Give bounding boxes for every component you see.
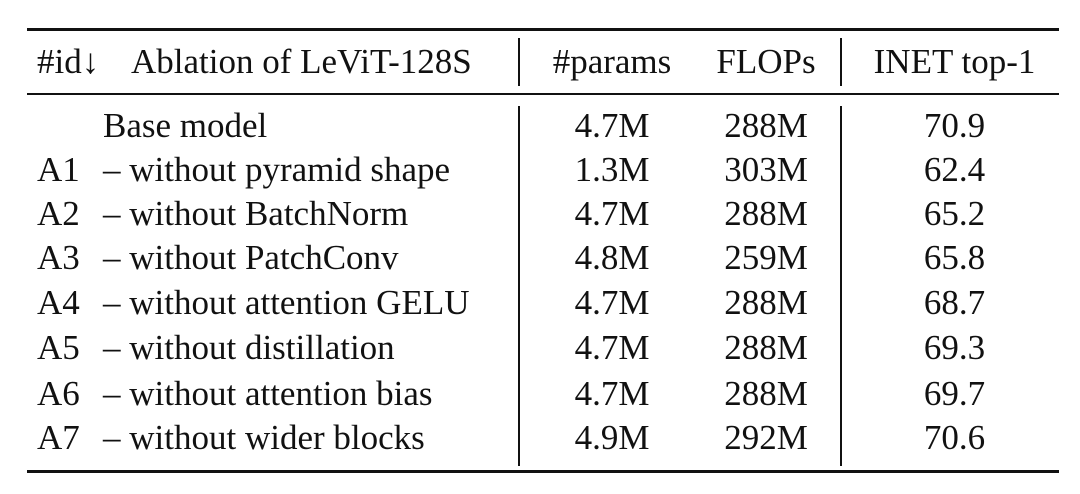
cell-params: 4.7M: [574, 328, 650, 367]
cell-id: A1: [37, 150, 80, 189]
cell-top1: 70.6: [923, 418, 986, 457]
body-divider-1: [518, 106, 520, 466]
cell-flops: 288M: [724, 374, 808, 413]
cell-ablation: Base model: [103, 106, 268, 145]
header-divider-1: [518, 38, 520, 86]
header-top1: INET top-1: [873, 42, 1036, 81]
cell-id: A6: [37, 374, 80, 413]
cell-params: 4.8M: [574, 238, 650, 277]
cell-ablation: – without pyramid shape: [103, 150, 451, 189]
cell-top1: 65.8: [923, 238, 986, 277]
cell-params: 1.3M: [574, 150, 650, 189]
cell-flops: 259M: [724, 238, 808, 277]
cell-flops: 288M: [724, 328, 808, 367]
header-ablation: Ablation of LeViT-128S: [131, 42, 472, 81]
header-id: #id↓: [37, 42, 100, 81]
cell-ablation: – without distillation: [103, 328, 395, 367]
cell-top1: 69.3: [923, 328, 986, 367]
cell-top1: 62.4: [923, 150, 986, 189]
cell-params: 4.7M: [574, 283, 650, 322]
cell-ablation: – without attention GELU: [103, 283, 470, 322]
header-divider-2: [840, 38, 842, 86]
table-header-rule: [27, 93, 1059, 95]
cell-top1: 68.7: [923, 283, 986, 322]
cell-flops: 292M: [724, 418, 808, 457]
table-bottom-rule: [27, 470, 1059, 473]
cell-ablation: – without wider blocks: [103, 418, 425, 457]
table-header-row: #id↓ Ablation of LeViT-128S #params FLOP…: [27, 40, 1059, 84]
cell-top1: 69.7: [923, 374, 986, 413]
table-row: Base model 4.7M 288M 70.9: [27, 104, 1059, 148]
table-row: A7 – without wider blocks 4.9M 292M 70.6: [27, 416, 1059, 460]
cell-flops: 303M: [724, 150, 808, 189]
cell-params: 4.7M: [574, 106, 650, 145]
table-row: A2 – without BatchNorm 4.7M 288M 65.2: [27, 192, 1059, 236]
cell-top1: 65.2: [923, 194, 986, 233]
table-row: A3 – without PatchConv 4.8M 259M 65.8: [27, 236, 1059, 280]
header-flops: FLOPs: [716, 42, 816, 81]
table-row: A6 – without attention bias 4.7M 288M 69…: [27, 372, 1059, 416]
cell-params: 4.7M: [574, 194, 650, 233]
table-row: A4 – without attention GELU 4.7M 288M 68…: [27, 281, 1059, 325]
table-row: A5 – without distillation 4.7M 288M 69.3: [27, 326, 1059, 370]
cell-flops: 288M: [724, 106, 808, 145]
cell-top1: 70.9: [923, 106, 986, 145]
table-top-rule: [27, 28, 1059, 31]
cell-params: 4.9M: [574, 418, 650, 457]
cell-id: A3: [37, 238, 80, 277]
body-divider-2: [840, 106, 842, 466]
cell-id: A7: [37, 418, 80, 457]
header-params: #params: [552, 42, 672, 81]
cell-id: A5: [37, 328, 80, 367]
table-row: A1 – without pyramid shape 1.3M 303M 62.…: [27, 148, 1059, 192]
cell-params: 4.7M: [574, 374, 650, 413]
cell-ablation: – without attention bias: [103, 374, 433, 413]
cell-id: A4: [37, 283, 80, 322]
cell-flops: 288M: [724, 194, 808, 233]
ablation-table: #id↓ Ablation of LeViT-128S #params FLOP…: [27, 28, 1059, 474]
cell-ablation: – without PatchConv: [103, 238, 399, 277]
cell-id: A2: [37, 194, 80, 233]
cell-flops: 288M: [724, 283, 808, 322]
cell-ablation: – without BatchNorm: [103, 194, 409, 233]
